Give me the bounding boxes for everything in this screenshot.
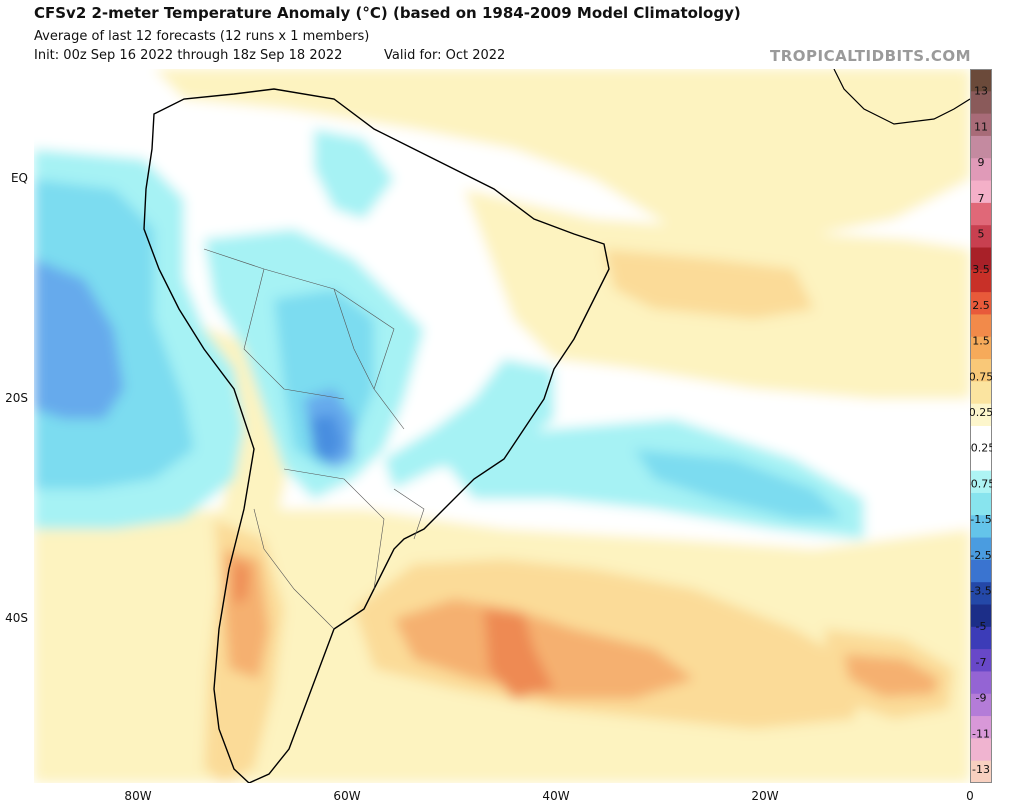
colorbar-swatch (970, 91, 992, 115)
lat-label-40s: 40S (5, 611, 28, 625)
colorbar-swatch (970, 515, 992, 539)
colorbar-swatch (970, 716, 992, 739)
colorbar-label: -9 (976, 692, 987, 705)
colorbar-swatch (970, 492, 992, 516)
map-subtitle: Average of last 12 forecasts (12 runs x … (34, 29, 370, 44)
colorbar-label: 3.5 (972, 263, 990, 276)
colorbar-label: -0.25 (970, 442, 992, 455)
colorbar-label: 11 (974, 120, 988, 133)
colorbar-swatch (970, 537, 992, 561)
colorbar-label: -1.5 (970, 513, 991, 526)
colorbar-label: -5 (976, 620, 987, 633)
lat-label-eq: EQ (10, 171, 28, 185)
colorbar: 13 11 9 7 5 3.5 2.5 1.5 0.75 0.25 -0.25 -0.75 -1.5 -2… (970, 69, 992, 783)
anomaly-map (34, 69, 970, 783)
colorbar-swatch (970, 269, 992, 293)
colorbar-swatch (970, 180, 992, 204)
colorbar-label: -13 (972, 763, 990, 776)
lon-label-0: 0 (966, 789, 974, 803)
valid-time: Valid for: Oct 2022 (384, 48, 506, 63)
cool-peak-paraguay (309, 414, 344, 464)
colorbar-label: -7 (976, 656, 987, 669)
colorbar-swatch (970, 448, 992, 472)
colorbar-swatch (970, 292, 992, 315)
colorbar-label: 9 (978, 156, 985, 169)
colorbar-swatch (970, 604, 992, 628)
colorbar-label: -3.5 (970, 585, 991, 598)
colorbar-swatch (970, 426, 992, 449)
colorbar-label: 13 (974, 85, 988, 98)
colorbar-swatch (970, 225, 992, 248)
map-title: CFSv2 2-meter Temperature Anomaly (°C) (… (34, 4, 741, 22)
colorbar-swatch (970, 158, 992, 182)
colorbar-swatch (970, 336, 992, 360)
country-borders (203, 248, 425, 630)
colorbar-swatch (970, 649, 992, 672)
lon-label-60w: 60W (333, 789, 361, 803)
cool-field-brazil-coast (384, 359, 554, 489)
colorbar-label: 7 (978, 192, 985, 205)
cool-strong-pacific (34, 259, 124, 419)
colorbar-swatch (970, 69, 992, 92)
colorbar-label: 5 (978, 228, 985, 241)
colorbar-swatch (970, 738, 992, 762)
lon-label-80w: 80W (124, 789, 152, 803)
init-time: Init: 00z Sep 16 2022 through 18z Sep 18… (34, 48, 343, 63)
colorbar-label: -11 (972, 727, 990, 740)
colorbar-swatch (970, 247, 992, 271)
lat-label-20s: 20S (5, 391, 28, 405)
warm-strong-south-atlantic (394, 599, 694, 699)
colorbar-swatch (970, 671, 992, 695)
warm-peak-andes (234, 559, 249, 604)
colorbar-label: -0.75 (970, 477, 992, 490)
africa-outline (833, 69, 970, 125)
brand-watermark: TROPICALTIDBITS.COM (770, 47, 971, 65)
colorbar-label: -2.5 (970, 549, 991, 562)
colorbar-border (970, 69, 992, 783)
lon-label-40w: 40W (542, 789, 570, 803)
colorbar-swatch (970, 314, 992, 338)
colorbar-swatch (970, 626, 992, 650)
colorbar-label: 1.5 (972, 335, 990, 348)
colorbar-swatch (970, 693, 992, 717)
colorbar-label: 0.75 (970, 370, 992, 383)
colorbar-label: 0.25 (970, 406, 992, 419)
colorbar-swatch (970, 359, 992, 382)
colorbar-swatch (970, 582, 992, 605)
colorbar-swatch (970, 381, 992, 405)
colorbar-swatch (970, 202, 992, 226)
cool-mid-atlantic (634, 449, 844, 519)
cool-field-north (314, 129, 394, 219)
south-america-outline (143, 88, 610, 783)
colorbar-swatch (970, 113, 992, 137)
warm-strong-east-atlantic (844, 654, 939, 697)
colorbar-swatch (970, 403, 992, 427)
colorbar-swatch (970, 760, 992, 783)
colorbar-label: 2.5 (972, 299, 990, 312)
lon-label-20w: 20W (751, 789, 779, 803)
warm-peak-south-atlantic (484, 609, 554, 699)
colorbar-swatch (970, 470, 992, 494)
colorbar-swatch (970, 559, 992, 583)
warm-field-north-atlantic (154, 69, 970, 239)
warm-mid-central-atlantic (604, 249, 814, 319)
colorbar-swatch (970, 135, 992, 159)
